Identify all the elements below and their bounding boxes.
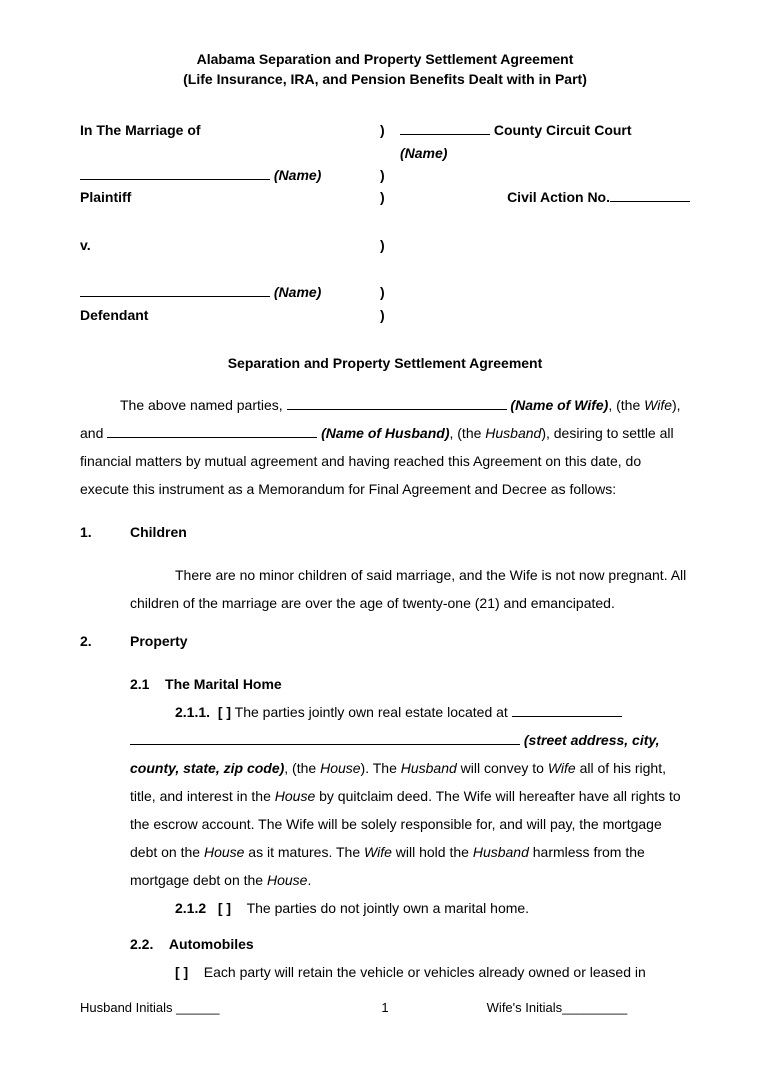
section-2-1-2: 2.1.2 [ ] The parties do not jointly own… bbox=[80, 894, 690, 922]
wife-name-blank[interactable] bbox=[287, 409, 507, 410]
caption-row-1: In The Marriage of ) County Circuit Cour… bbox=[80, 119, 690, 141]
vs-label: v. bbox=[80, 234, 380, 256]
address-blank-1[interactable] bbox=[512, 716, 622, 717]
title-line2: (Life Insurance, IRA, and Pension Benefi… bbox=[80, 70, 690, 90]
section-1: 1.Children bbox=[80, 518, 690, 546]
county-blank[interactable] bbox=[400, 134, 490, 135]
husband-initials[interactable]: Husband Initials ______ bbox=[80, 996, 283, 1019]
address-blank-2[interactable] bbox=[130, 744, 520, 745]
plaintiff-name-label: (Name) bbox=[274, 167, 321, 183]
section-2-1: 2.1 The Marital Home bbox=[80, 670, 690, 698]
section-2-2: 2.2. Automobiles bbox=[80, 930, 690, 958]
document-title: Alabama Separation and Property Settleme… bbox=[80, 50, 690, 89]
civil-action-label: Civil Action No. bbox=[507, 189, 610, 205]
section-2-2-body: [ ] Each party will retain the vehicle o… bbox=[80, 958, 690, 986]
section-2-1-1: 2.1.1. [ ] The parties jointly own real … bbox=[80, 698, 690, 894]
checkbox-211[interactable]: [ ] bbox=[218, 704, 231, 720]
in-marriage-label: In The Marriage of bbox=[80, 122, 201, 138]
defendant-label: Defendant bbox=[80, 304, 380, 326]
county-name-label: (Name) bbox=[400, 142, 690, 164]
checkbox-212[interactable]: [ ] bbox=[218, 900, 231, 916]
plaintiff-name-blank[interactable] bbox=[80, 179, 270, 180]
section-1-body: There are no minor children of said marr… bbox=[80, 561, 690, 617]
defendant-name-blank[interactable] bbox=[80, 296, 270, 297]
intro-paragraph: The above named parties, (Name of Wife),… bbox=[80, 391, 690, 503]
checkbox-22[interactable]: [ ] bbox=[175, 964, 188, 980]
defendant-name-label: (Name) bbox=[274, 284, 321, 300]
wife-initials[interactable]: Wife's Initials_________ bbox=[487, 996, 690, 1019]
page-number: 1 bbox=[283, 996, 486, 1019]
section-2: 2.Property bbox=[80, 627, 690, 655]
husband-name-blank[interactable] bbox=[107, 437, 317, 438]
civil-action-blank[interactable] bbox=[610, 201, 690, 202]
county-court-label: County Circuit Court bbox=[490, 122, 632, 138]
page-footer: Husband Initials ______ 1 Wife's Initial… bbox=[80, 996, 690, 1019]
title-line1: Alabama Separation and Property Settleme… bbox=[80, 50, 690, 70]
agreement-subheading: Separation and Property Settlement Agree… bbox=[80, 351, 690, 376]
plaintiff-label: Plaintiff bbox=[80, 186, 380, 208]
